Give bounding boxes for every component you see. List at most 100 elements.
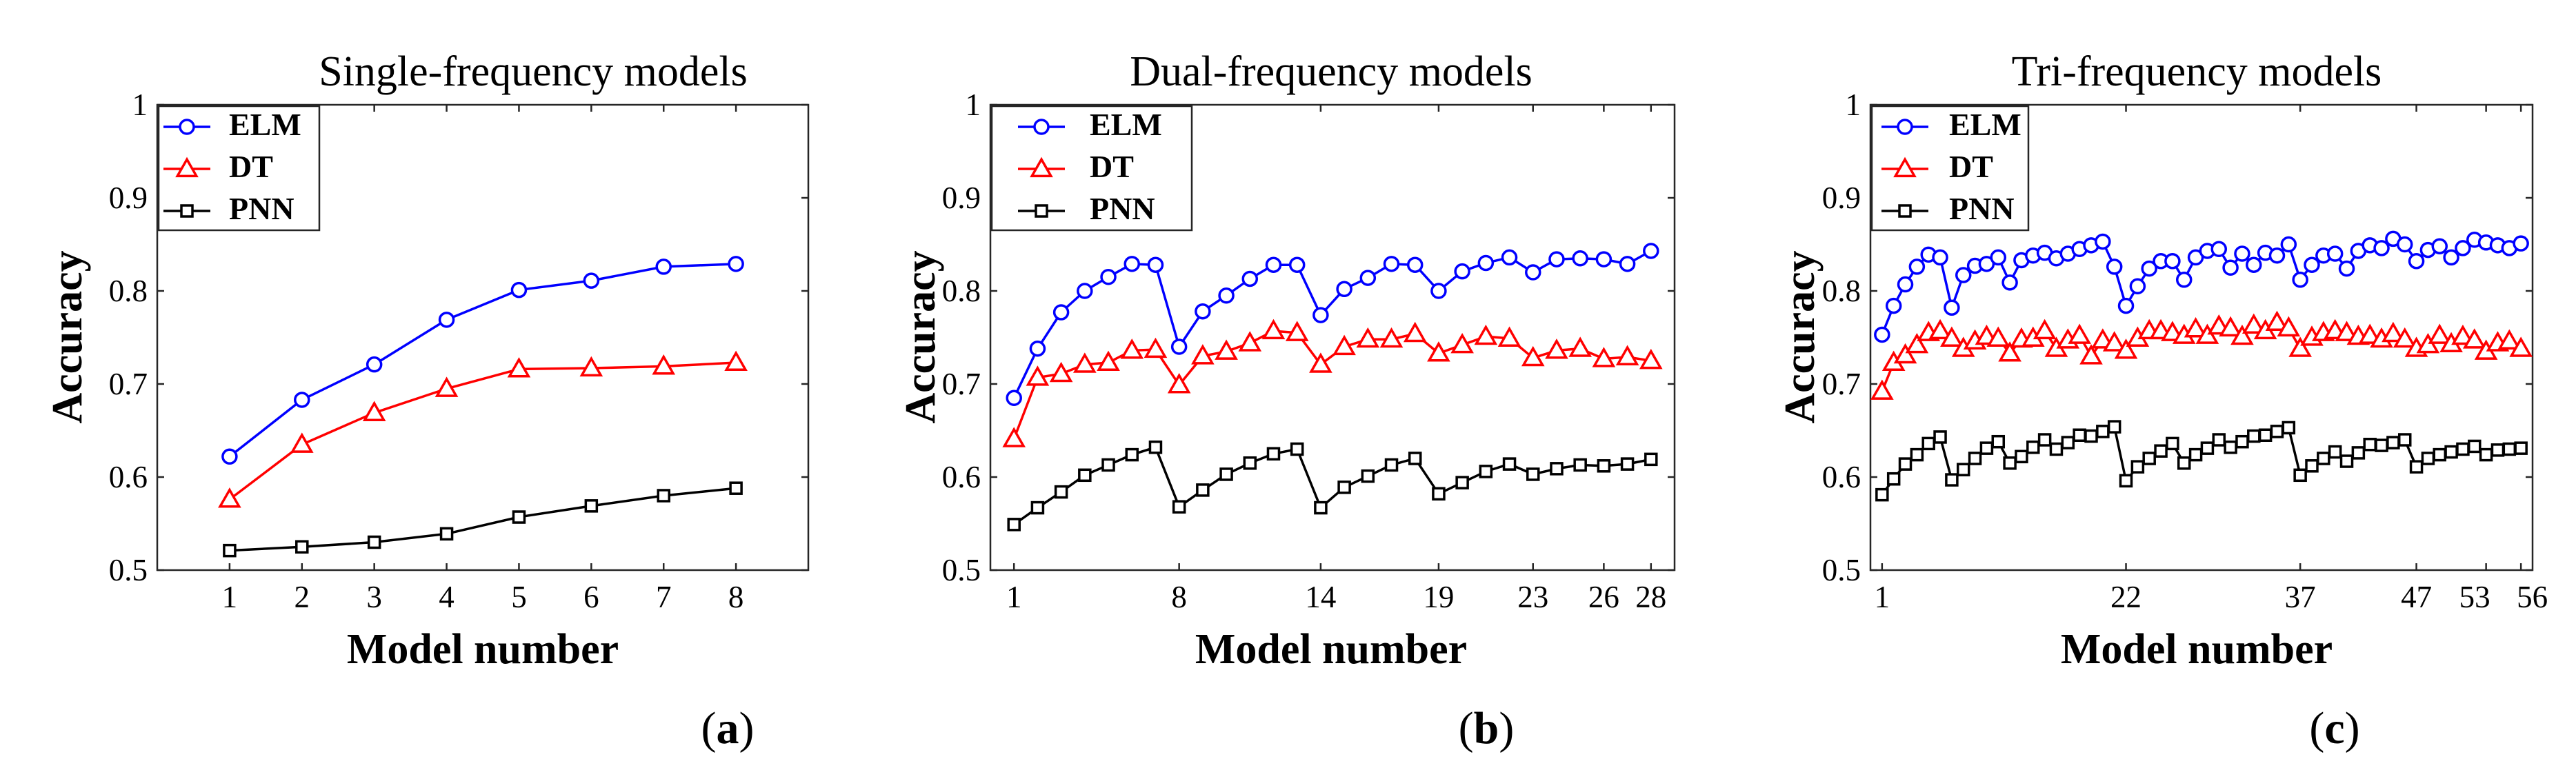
series-dt xyxy=(1870,310,2533,400)
data-point-dt xyxy=(2219,316,2242,337)
data-point-elm xyxy=(2396,236,2413,253)
data-point-dt xyxy=(1073,352,1097,373)
data-point-pnn xyxy=(1550,462,1564,476)
data-point-elm xyxy=(1990,249,2007,266)
x-tick-label: 47 xyxy=(2401,580,2432,614)
data-point-elm xyxy=(2268,247,2286,264)
data-point-pnn xyxy=(2049,442,2064,456)
data-point-pnn xyxy=(2003,456,2017,470)
data-point-pnn xyxy=(2258,428,2273,442)
data-point-elm xyxy=(1454,263,1470,280)
data-point-elm xyxy=(2141,260,2157,277)
data-point-elm xyxy=(1170,338,1188,355)
data-point-pnn xyxy=(1886,472,1901,486)
data-point-pnn xyxy=(2409,460,2424,474)
legend-label-pnn: PNN xyxy=(229,191,294,226)
data-point-pnn xyxy=(2328,445,2342,459)
legend-label-dt: DT xyxy=(229,149,273,184)
data-point-elm xyxy=(2001,274,2018,291)
data-point-pnn xyxy=(2339,454,2354,468)
data-point-elm xyxy=(438,312,455,328)
data-point-dt xyxy=(1356,327,1380,348)
data-point-elm xyxy=(2326,245,2344,262)
data-point-elm xyxy=(1643,243,1659,259)
data-point-elm xyxy=(294,392,310,408)
data-point-dt xyxy=(1238,331,1262,352)
series-pnn xyxy=(1007,441,1658,532)
x-tick-label: 5 xyxy=(511,580,527,614)
data-point-pnn xyxy=(2502,442,2517,456)
data-point-dt xyxy=(1928,318,1952,340)
caption-letter: b xyxy=(1474,703,1499,753)
legend: ELM DT PNN xyxy=(990,105,1193,232)
y-tick-label: 1 xyxy=(132,88,148,122)
data-point-elm xyxy=(2210,241,2228,257)
x-tick-label: 37 xyxy=(2285,580,2316,614)
data-point-elm xyxy=(1288,256,1306,273)
x-tick-label: 1 xyxy=(222,580,238,614)
data-point-elm xyxy=(1336,281,1352,298)
data-point-dt xyxy=(1332,334,1356,356)
legend-marker-dt xyxy=(175,156,199,178)
data-point-pnn xyxy=(2386,436,2400,449)
legend-label-pnn: PNN xyxy=(1949,191,2015,226)
data-point-dt xyxy=(1568,336,1592,357)
data-point-elm xyxy=(2246,256,2262,273)
y-tick-label: 1 xyxy=(1846,88,1861,122)
series-pnn xyxy=(223,481,743,558)
data-point-elm xyxy=(2304,256,2320,273)
data-point-pnn xyxy=(2061,436,2075,449)
data-point-dt xyxy=(1545,338,1568,359)
axis-ticks: 0.5 0.6 0.7 0.8 0.9 1 1 2 3 4 5 6 7 8 xyxy=(109,88,808,614)
data-point-elm xyxy=(2106,259,2123,275)
data-point-elm xyxy=(366,356,383,373)
y-tick-label: 0.5 xyxy=(1822,553,1861,587)
data-point-elm xyxy=(2222,259,2239,276)
panel-caption: (b) xyxy=(1459,703,1515,753)
data-point-dt xyxy=(1049,361,1073,383)
data-point-pnn xyxy=(2363,438,2377,452)
data-point-pnn xyxy=(2421,452,2435,465)
data-point-dt xyxy=(1427,341,1450,362)
legend-label-dt: DT xyxy=(1090,149,1134,184)
data-point-dt xyxy=(1893,343,1917,364)
data-point-elm xyxy=(2164,253,2181,270)
data-point-pnn xyxy=(2305,459,2319,473)
legend-label-elm: ELM xyxy=(229,107,301,142)
data-point-pnn xyxy=(2224,441,2237,454)
data-point-pnn xyxy=(584,499,599,513)
legend-label-pnn: PNN xyxy=(1090,191,1155,226)
panel-c: Tri-frequency models Accuracy Model numb… xyxy=(1777,48,2548,753)
data-point-pnn xyxy=(1125,447,1139,462)
data-point-elm xyxy=(1124,256,1140,272)
data-point-pnn xyxy=(2015,449,2028,464)
y-tick-label: 0.9 xyxy=(942,181,981,215)
x-tick-label: 53 xyxy=(2459,580,2490,614)
data-point-pnn xyxy=(2235,434,2249,449)
data-point-elm xyxy=(1406,256,1424,273)
series-dt xyxy=(218,350,748,508)
data-point-pnn xyxy=(2490,443,2505,457)
y-tick-label: 0.5 xyxy=(109,553,148,587)
data-point-elm xyxy=(1595,251,1613,267)
data-point-pnn xyxy=(2130,460,2145,474)
data-point-dt xyxy=(2079,344,2103,365)
data-point-pnn xyxy=(512,510,526,524)
data-point-pnn xyxy=(1196,483,1210,497)
data-point-dt xyxy=(1474,324,1498,345)
data-point-pnn xyxy=(1101,458,1115,472)
series-dt xyxy=(1002,318,1663,447)
caption-open-paren: ( xyxy=(1459,703,1474,753)
chart-title: Tri-frequency models xyxy=(2012,48,2382,95)
data-point-dt xyxy=(2068,323,2091,344)
plot-frame xyxy=(989,103,1676,571)
chart-title: Single-frequency models xyxy=(319,48,748,95)
series-line-elm xyxy=(228,263,737,458)
y-tick-label: 0.7 xyxy=(1822,367,1861,401)
data-point-pnn xyxy=(1991,434,2006,449)
x-tick-label: 28 xyxy=(1635,580,1666,614)
legend-label-elm: ELM xyxy=(1090,107,1162,142)
series-elm xyxy=(1006,243,1659,406)
data-point-elm xyxy=(2117,297,2135,314)
y-tick-label: 0.6 xyxy=(109,460,148,494)
